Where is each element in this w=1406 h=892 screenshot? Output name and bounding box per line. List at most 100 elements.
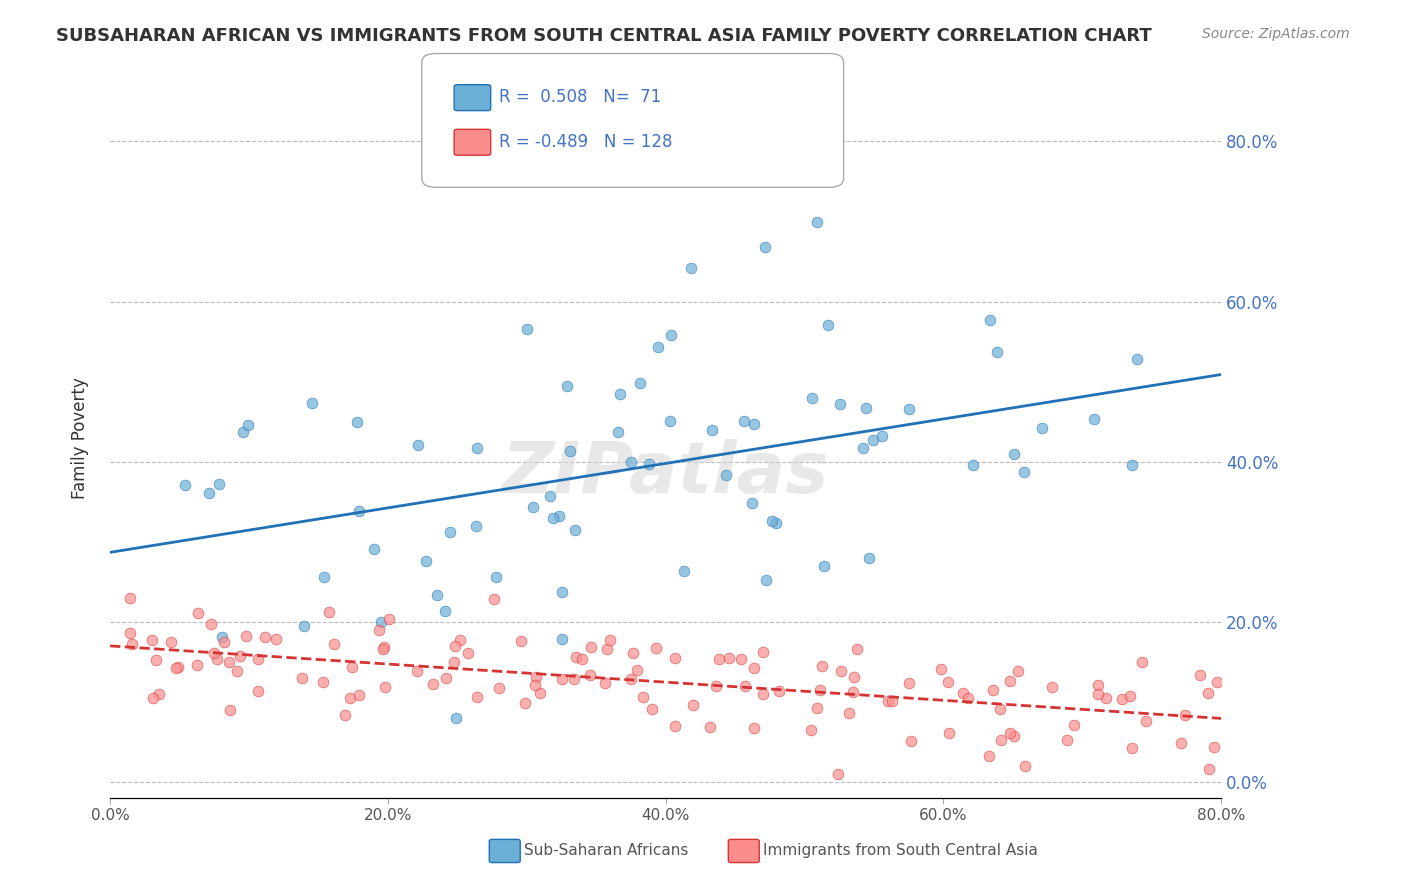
Text: R = -0.489   N = 128: R = -0.489 N = 128 bbox=[499, 133, 672, 151]
Point bbox=[806, 700, 828, 714]
Point bbox=[929, 662, 952, 676]
Point bbox=[564, 649, 586, 664]
Point bbox=[342, 660, 364, 674]
Point bbox=[551, 672, 574, 686]
Point bbox=[550, 632, 572, 646]
Point bbox=[659, 414, 682, 428]
Point bbox=[219, 703, 242, 717]
Point bbox=[142, 691, 165, 706]
Point bbox=[718, 650, 741, 665]
Point bbox=[160, 634, 183, 648]
Point bbox=[742, 417, 765, 431]
Point bbox=[1014, 759, 1036, 773]
Point bbox=[564, 672, 586, 686]
Point bbox=[952, 686, 974, 700]
Point bbox=[247, 651, 270, 665]
Point bbox=[1040, 680, 1063, 694]
Point bbox=[664, 719, 686, 733]
Point bbox=[1063, 718, 1085, 732]
Point bbox=[872, 429, 894, 443]
Point bbox=[593, 676, 616, 690]
Point bbox=[218, 655, 240, 669]
Point bbox=[174, 477, 197, 491]
Point bbox=[810, 659, 832, 673]
Point bbox=[347, 688, 370, 702]
Point bbox=[862, 434, 884, 448]
Point bbox=[1004, 729, 1026, 743]
Point bbox=[609, 386, 631, 401]
Point bbox=[425, 589, 447, 603]
Text: Immigrants from South Central Asia: Immigrants from South Central Asia bbox=[763, 844, 1039, 858]
Point bbox=[374, 680, 396, 694]
Point bbox=[1198, 762, 1220, 776]
Point bbox=[990, 702, 1012, 716]
Point bbox=[373, 642, 395, 657]
Point bbox=[742, 721, 765, 735]
Point bbox=[415, 554, 437, 568]
Point bbox=[547, 509, 569, 524]
Point bbox=[378, 612, 401, 626]
Point bbox=[1119, 689, 1142, 703]
Point bbox=[806, 214, 828, 228]
Point bbox=[236, 418, 259, 433]
Point bbox=[880, 694, 903, 708]
Point bbox=[166, 660, 188, 674]
Point bbox=[1121, 741, 1143, 756]
Point bbox=[990, 732, 1012, 747]
Point bbox=[1170, 736, 1192, 750]
Point bbox=[1007, 664, 1029, 678]
Point bbox=[808, 683, 831, 698]
Point bbox=[322, 636, 344, 650]
Point bbox=[641, 702, 664, 716]
Point bbox=[205, 652, 228, 666]
Point bbox=[858, 550, 880, 565]
Point bbox=[734, 679, 756, 693]
Point bbox=[702, 423, 724, 437]
Point bbox=[406, 438, 429, 452]
Point bbox=[1174, 707, 1197, 722]
Point bbox=[842, 670, 865, 684]
Point bbox=[800, 723, 823, 738]
Point bbox=[607, 425, 630, 440]
Point bbox=[564, 523, 586, 537]
Point bbox=[751, 645, 773, 659]
Point bbox=[444, 639, 467, 653]
Point bbox=[1202, 739, 1225, 754]
Point bbox=[1205, 675, 1227, 690]
Point bbox=[318, 605, 340, 619]
Point bbox=[312, 570, 335, 584]
Point bbox=[482, 591, 505, 606]
Point bbox=[522, 500, 544, 514]
Point bbox=[291, 671, 314, 685]
Point bbox=[235, 629, 257, 643]
Point bbox=[370, 615, 392, 630]
Point bbox=[741, 496, 763, 510]
Point bbox=[457, 646, 479, 660]
Point bbox=[347, 504, 370, 518]
Point bbox=[228, 648, 250, 663]
Point bbox=[333, 708, 356, 723]
Point bbox=[830, 665, 852, 679]
Point bbox=[373, 640, 395, 655]
Point bbox=[523, 678, 546, 692]
Point bbox=[768, 684, 790, 698]
Point bbox=[628, 376, 651, 390]
Point bbox=[620, 673, 643, 687]
Point bbox=[742, 661, 765, 675]
Point bbox=[254, 630, 277, 644]
Point bbox=[200, 617, 222, 632]
Point bbox=[733, 414, 755, 428]
Point bbox=[621, 646, 644, 660]
Point bbox=[1126, 352, 1149, 367]
Point bbox=[246, 684, 269, 698]
Point bbox=[434, 671, 457, 685]
Point bbox=[1111, 692, 1133, 706]
Point bbox=[800, 391, 823, 405]
Point bbox=[488, 681, 510, 695]
Point bbox=[339, 691, 361, 706]
Point bbox=[979, 313, 1001, 327]
Point bbox=[118, 626, 141, 640]
Point bbox=[202, 646, 225, 660]
Point bbox=[765, 516, 787, 531]
Point bbox=[846, 641, 869, 656]
